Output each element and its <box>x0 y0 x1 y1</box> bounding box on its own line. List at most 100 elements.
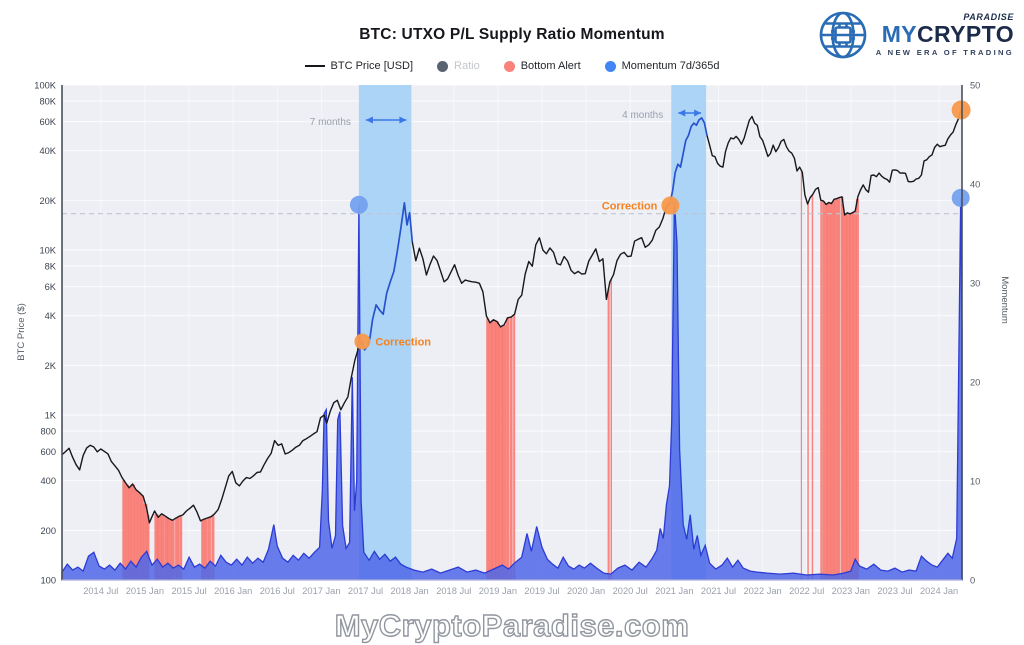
x-tick-label: 2016 Jul <box>260 586 295 596</box>
legend-item-ratio[interactable]: Ratio <box>437 60 480 72</box>
y-left-tick-label: 100K <box>34 81 57 91</box>
band-duration-label: 4 months <box>622 110 663 121</box>
bottom-alert-bar <box>161 514 165 580</box>
page-title: BTC: UTXO P/L Supply Ratio Momentum <box>359 26 665 43</box>
bottom-alert-bar <box>146 515 150 580</box>
dot-swatch-icon <box>604 60 616 72</box>
bottom-alert-bar <box>207 517 211 580</box>
bottom-alert-bar <box>852 211 857 580</box>
x-tick-label: 2021 Jul <box>701 586 736 596</box>
x-tick-label: 2020 Jul <box>613 586 648 596</box>
bottom-alert-bar <box>171 519 175 580</box>
y-left-tick-label: 2K <box>45 361 57 371</box>
bottom-alert-bar <box>842 214 848 580</box>
y-right-tick-label: 0 <box>970 576 975 586</box>
bottom-alert-bar <box>820 200 823 581</box>
bottom-alert-bar <box>211 515 215 580</box>
correction-marker <box>354 333 371 350</box>
bottom-alert-bar <box>502 324 507 580</box>
bottom-alert-bar <box>179 515 183 580</box>
bottom-alert-bar <box>849 213 854 581</box>
brand-name: MYCRYPTO <box>882 23 1014 46</box>
bottom-alert-bar <box>486 318 490 580</box>
x-tick-label: 2022 Jan <box>743 586 781 596</box>
x-tick-label: 2018 Jan <box>390 586 428 596</box>
legend-item-bottom-alert[interactable]: Bottom Alert <box>503 60 581 72</box>
bottom-alert-bar <box>607 288 610 580</box>
btc-price-line <box>706 109 962 216</box>
bottom-alert-bar <box>495 321 499 580</box>
bottom-alert-bar <box>513 314 516 580</box>
legend-item-momentum[interactable]: Momentum 7d/365d <box>604 60 720 72</box>
y-left-tick-label: 20K <box>39 196 56 206</box>
brand-crypto: CRYPTO <box>917 21 1014 48</box>
chart-legend: BTC Price [USD] Ratio Bottom Alert Momen… <box>0 60 1024 72</box>
duration-arrowheads <box>678 109 702 117</box>
bottom-alert-bar <box>134 489 138 580</box>
x-tick-label: 2020 Jan <box>567 586 605 596</box>
momentum-peak-marker <box>349 195 368 214</box>
bottom-alert-bar <box>167 518 173 580</box>
globe-logo-icon <box>819 11 867 59</box>
bottom-alert-bar <box>164 516 169 580</box>
bottom-alert-bar <box>830 202 835 580</box>
bottom-alert-bar <box>175 517 180 580</box>
y-left-tick-label: 800 <box>40 427 56 437</box>
y-right-axis-title: Momentum <box>999 276 1010 324</box>
legend-label-btc-price: BTC Price [USD] <box>330 60 414 72</box>
brand-tagline: A NEW ERA OF TRADING <box>875 48 1014 58</box>
btc-price-line <box>669 117 708 204</box>
highlight-band <box>358 85 412 580</box>
y-left-tick-label: 100 <box>40 576 56 586</box>
correction-label: Correction <box>602 201 658 213</box>
correction-label: Correction <box>375 337 431 349</box>
y-left-tick-label: 600 <box>40 447 56 457</box>
x-tick-label: 2024 Jan <box>920 586 958 596</box>
y-left-tick-label: 60K <box>39 117 56 127</box>
legend-label-bottom-alert: Bottom Alert <box>520 60 581 72</box>
y-left-tick-label: 40K <box>39 146 56 156</box>
bottom-alert-bar <box>825 204 829 580</box>
y-right-tick-label: 40 <box>970 180 980 190</box>
bottom-alert-bar <box>143 503 148 580</box>
bottom-alert-bar <box>124 484 129 580</box>
btc-price-line <box>411 202 671 328</box>
bottom-alert-bar <box>855 198 859 580</box>
bottom-alert-bar <box>491 320 497 580</box>
legend-label-momentum: Momentum 7d/365d <box>621 60 720 72</box>
y-left-tick-label: 10K <box>39 246 56 256</box>
x-tick-label: 2017 Jan <box>302 586 340 596</box>
x-tick-label: 2015 Jan <box>126 586 164 596</box>
y-left-tick-label: 200 <box>40 526 56 536</box>
y-right-tick-label: 50 <box>970 81 980 91</box>
y-right-tick-label: 10 <box>970 477 980 487</box>
x-tick-label: 2018 Jul <box>436 586 471 596</box>
x-tick-label: 2022 Jul <box>789 586 824 596</box>
bottom-alert-bar <box>509 317 513 580</box>
legend-item-btc-price[interactable]: BTC Price [USD] <box>304 60 414 72</box>
x-tick-label: 2023 Jul <box>877 586 912 596</box>
bottom-alert-bar <box>837 197 840 580</box>
x-tick-label: 2014 Jul <box>83 586 118 596</box>
bottom-alert-bar <box>128 486 132 580</box>
bottom-alert-bar <box>811 194 814 580</box>
bottom-alert-bar <box>154 514 159 580</box>
brand-paradise: PARADISE <box>963 12 1014 23</box>
bottom-alert-bar <box>833 198 838 580</box>
bottom-alert-bar <box>845 213 851 580</box>
y-left-tick-label: 4K <box>45 311 57 321</box>
x-tick-label: 2016 Jan <box>214 586 252 596</box>
bottom-alert-bar <box>506 317 510 580</box>
bottom-alert-bar <box>610 279 612 580</box>
btc-price-line <box>61 347 360 524</box>
bottom-alert-bar <box>807 202 809 580</box>
y-left-tick-label: 80K <box>39 97 56 107</box>
bottom-alert-bar <box>137 492 142 580</box>
bottom-alert-bar <box>488 322 493 580</box>
bottom-alert-bar <box>131 484 135 580</box>
legend-label-ratio: Ratio <box>454 60 480 72</box>
bottom-alert-bar <box>140 495 144 580</box>
y-left-tick-label: 8K <box>45 262 57 272</box>
